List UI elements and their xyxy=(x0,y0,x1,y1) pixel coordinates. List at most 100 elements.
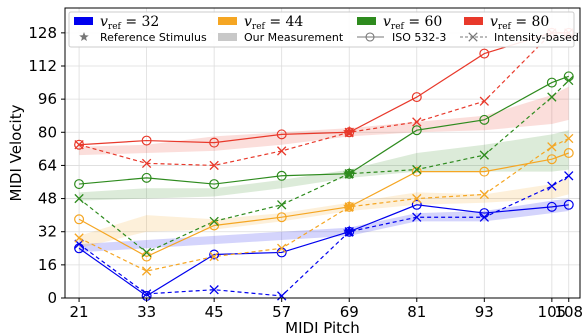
intensity-line-0 xyxy=(78,175,570,297)
legend-measurement-label: Our Measurement xyxy=(244,31,344,44)
measurement-band-0 xyxy=(79,198,569,253)
iso-point-1-0 xyxy=(74,214,85,225)
intensity-point-2-1 xyxy=(141,247,152,258)
x-tick-label: 69 xyxy=(340,303,359,321)
intensity-point-1-0 xyxy=(74,233,84,243)
x-axis-title: MIDI Pitch xyxy=(285,319,360,336)
intensity-point-1-1-stroke-b xyxy=(141,266,152,276)
y-tick-label: 80 xyxy=(38,123,57,141)
iso-point-2-2 xyxy=(209,179,220,190)
intensity-point-2-7 xyxy=(547,92,557,102)
intensity-point-0-2 xyxy=(209,285,219,295)
iso-point-0-5 xyxy=(411,199,422,210)
intensity-point-1-7-stroke-b xyxy=(547,142,557,152)
reference-star-1 xyxy=(343,200,356,213)
intensity-point-1-7 xyxy=(547,142,557,152)
iso-point-2-5 xyxy=(411,125,422,136)
measurement-band-1 xyxy=(79,177,569,249)
intensity-point-1-3-stroke-b xyxy=(277,243,287,253)
legend-intensity-label: Intensity-based xyxy=(494,31,579,44)
intensity-point-2-2-stroke-b xyxy=(209,216,219,227)
intensity-point-1-2 xyxy=(209,251,219,262)
legend-swatch-2 xyxy=(357,17,376,25)
intensity-point-1-5 xyxy=(412,193,422,204)
intensity-point-0-1 xyxy=(141,289,152,299)
x-tick-label: 108 xyxy=(554,303,583,321)
intensity-point-3-0-stroke-b xyxy=(74,140,84,150)
intensity-point-1-6 xyxy=(479,189,489,200)
iso-point-2-6 xyxy=(479,114,490,125)
intensity-point-2-1-stroke-b xyxy=(141,247,152,258)
intensity-point-2-0 xyxy=(74,193,84,204)
iso-point-3-5 xyxy=(411,92,422,103)
intensity-point-3-0 xyxy=(74,140,84,150)
intensity-point-3-6 xyxy=(479,96,489,106)
legend-series-label-1: vref = 44 xyxy=(244,14,303,32)
intensity-point-3-6-stroke-b xyxy=(479,96,489,106)
iso-point-3-3 xyxy=(276,129,287,140)
reference-star-2 xyxy=(343,167,356,179)
iso-point-3-1 xyxy=(141,135,152,146)
intensity-point-3-3 xyxy=(277,146,287,156)
intensity-point-3-5-stroke-b xyxy=(412,117,422,127)
y-tick-label: 128 xyxy=(28,24,57,42)
intensity-point-2-8-stroke-b xyxy=(564,75,574,86)
intensity-point-0-5-stroke-b xyxy=(412,212,422,222)
intensity-point-1-3 xyxy=(277,243,287,253)
intensity-point-3-1-stroke-b xyxy=(141,158,152,169)
intensity-point-1-0-stroke-b xyxy=(74,233,84,243)
legend-swatch-1 xyxy=(218,17,237,25)
reference-star-0 xyxy=(343,225,356,237)
intensity-point-0-1-stroke-b xyxy=(141,289,152,299)
intensity-point-1-6-stroke-b xyxy=(479,189,489,200)
x-tick-label: 81 xyxy=(407,303,426,321)
x-tick-label: 105 xyxy=(538,303,567,321)
x-tick-label: 93 xyxy=(475,303,494,321)
x-tick-label: 33 xyxy=(137,303,156,321)
intensity-point-2-3 xyxy=(277,200,287,210)
intensity-point-3-1 xyxy=(141,158,152,169)
measurement-band-3 xyxy=(79,86,569,156)
intensity-point-0-8 xyxy=(564,171,574,181)
x-tick-label: 21 xyxy=(70,303,89,321)
legend-series-label-2: vref = 60 xyxy=(383,14,442,32)
plot-frame xyxy=(64,7,581,299)
iso-point-0-7 xyxy=(546,201,557,212)
iso-point-1-5 xyxy=(411,166,422,177)
legend-reference-label: Reference Stimulus xyxy=(100,31,207,44)
intensity-point-0-6 xyxy=(479,212,489,222)
iso-point-1-7 xyxy=(546,154,557,165)
legend-intensity-marker-stroke-b xyxy=(468,32,478,42)
y-tick-label: 112 xyxy=(28,57,57,75)
iso-point-3-2 xyxy=(209,137,220,148)
intensity-point-1-8-stroke-b xyxy=(564,133,574,144)
intensity-point-2-5 xyxy=(412,164,422,175)
iso-point-3-6 xyxy=(479,48,490,59)
intensity-point-2-3-stroke-b xyxy=(277,200,287,210)
intensity-point-2-5-stroke-b xyxy=(412,164,422,175)
intensity-point-2-2 xyxy=(209,216,219,227)
iso-point-3-0 xyxy=(74,139,85,150)
intensity-point-0-2-stroke-b xyxy=(209,285,219,295)
intensity-point-1-5-stroke-b xyxy=(412,193,422,204)
intensity-point-2-6 xyxy=(479,150,489,160)
iso-point-2-3 xyxy=(276,170,287,181)
intensity-point-0-8-stroke-b xyxy=(564,171,574,181)
iso-point-1-3 xyxy=(276,212,287,223)
measurement-band-2 xyxy=(79,130,569,201)
y-tick-label: 48 xyxy=(38,190,57,208)
y-axis-title: MIDI Velocity xyxy=(7,104,25,201)
legend-iso-marker xyxy=(365,32,375,42)
intensity-point-0-7-stroke-b xyxy=(547,181,557,191)
legend-series-label-3: vref = 80 xyxy=(490,14,549,32)
legend-band-swatch xyxy=(218,33,237,41)
legend-box xyxy=(68,11,575,48)
iso-point-1-6 xyxy=(479,166,490,177)
y-tick-label: 16 xyxy=(38,256,57,274)
iso-point-1-8 xyxy=(563,148,574,159)
iso-point-0-8 xyxy=(563,199,574,210)
intensity-point-3-5 xyxy=(412,117,422,127)
legend-swatch-3 xyxy=(464,17,483,25)
y-tick-label: 32 xyxy=(38,223,57,241)
